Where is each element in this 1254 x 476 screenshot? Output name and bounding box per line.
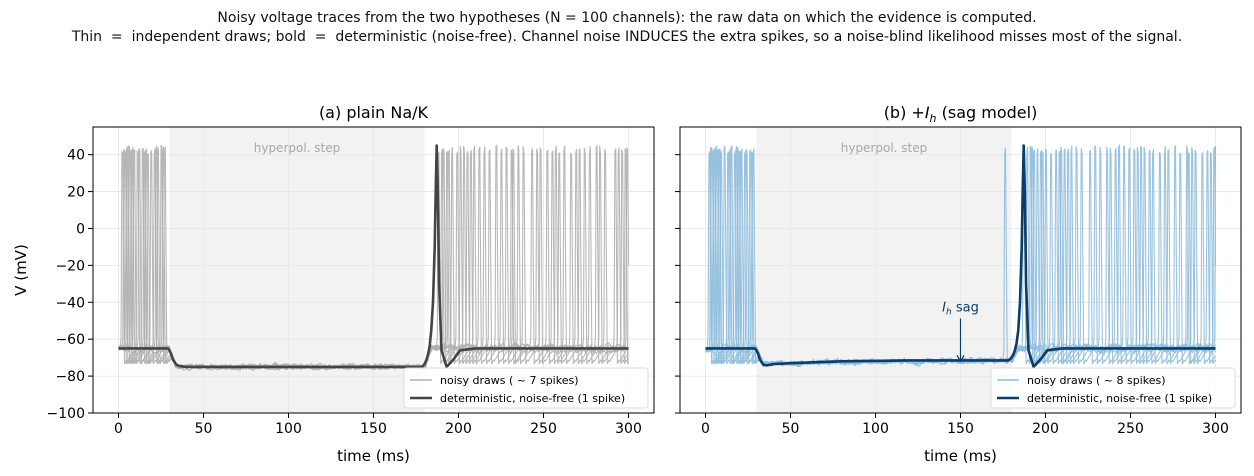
- y-tick-label: 40: [67, 148, 85, 164]
- panel-title-subscript: h: [930, 112, 937, 125]
- x-tick-label: 100: [275, 421, 302, 437]
- x-axis-label: time (ms): [337, 447, 410, 465]
- annotation-suffix: sag: [952, 301, 979, 316]
- legend: noisy draws ( ~ 8 spikes) deterministic, …: [990, 367, 1236, 409]
- x-tick-label: 50: [782, 421, 800, 437]
- y-tick-label: −20: [55, 258, 85, 274]
- panel-title-suffix: (sag model): [937, 103, 1038, 122]
- y-tick-label: 20: [67, 185, 85, 201]
- y-tick-label: −100: [47, 406, 85, 422]
- x-tick-label: 50: [195, 421, 213, 437]
- hyperpolarization-step-region: [756, 127, 1012, 413]
- legend-deterministic-label: deterministic, noise-free (1 spike): [440, 392, 625, 405]
- legend-noisy-label: noisy draws ( ~ 7 spikes): [440, 374, 579, 387]
- x-tick-label: 0: [114, 421, 123, 437]
- figure-suptitle-line2: Thin = independent draws; bold = determi…: [71, 29, 1183, 45]
- x-tick-label: 250: [1117, 421, 1144, 437]
- y-tick-label: 0: [76, 221, 85, 237]
- deterministic-trace: [118, 144, 629, 369]
- deterministic-trace: [705, 144, 1216, 369]
- x-tick-label: 300: [1202, 421, 1229, 437]
- legend: noisy draws ( ~ 7 spikes) deterministic, …: [403, 367, 649, 409]
- x-tick-label: 200: [445, 421, 472, 437]
- legend-box: [990, 367, 1236, 409]
- ih-sag-arrow-head: [956, 355, 965, 363]
- panel-title: (b) +Ih (sag model): [884, 103, 1038, 125]
- x-axis-label: time (ms): [924, 447, 997, 465]
- x-tick-label: 250: [530, 421, 557, 437]
- y-axis-label: V (mV): [12, 244, 30, 296]
- x-tick-label: 150: [360, 421, 387, 437]
- x-tick-label: 0: [701, 421, 710, 437]
- panel-title: (a) plain Na/K: [319, 103, 429, 122]
- y-tick-label: −40: [55, 295, 85, 311]
- legend-box: [403, 367, 649, 409]
- legend-deterministic-label: deterministic, noise-free (1 spike): [1027, 392, 1212, 405]
- x-tick-label: 200: [1032, 421, 1059, 437]
- figure-suptitle-line1: Noisy voltage traces from the two hypoth…: [217, 10, 1037, 26]
- x-tick-label: 100: [862, 421, 889, 437]
- hyperpol-step-label: hyperpol. step: [254, 141, 341, 155]
- legend-noisy-label: noisy draws ( ~ 8 spikes): [1027, 374, 1166, 387]
- panel-title-prefix: (b) +: [884, 103, 925, 122]
- y-tick-label: −80: [55, 369, 85, 385]
- annotation-italic: I: [942, 301, 946, 316]
- panel-title-italic: I: [925, 103, 930, 122]
- x-tick-label: 150: [947, 421, 974, 437]
- ih-sag-annotation-label: Ih sag: [942, 301, 979, 318]
- annotation-subscript: h: [946, 308, 952, 318]
- x-tick-label: 300: [615, 421, 642, 437]
- hyperpolarization-step-region: [169, 127, 425, 413]
- y-tick-label: −60: [55, 332, 85, 348]
- hyperpol-step-label: hyperpol. step: [841, 141, 928, 155]
